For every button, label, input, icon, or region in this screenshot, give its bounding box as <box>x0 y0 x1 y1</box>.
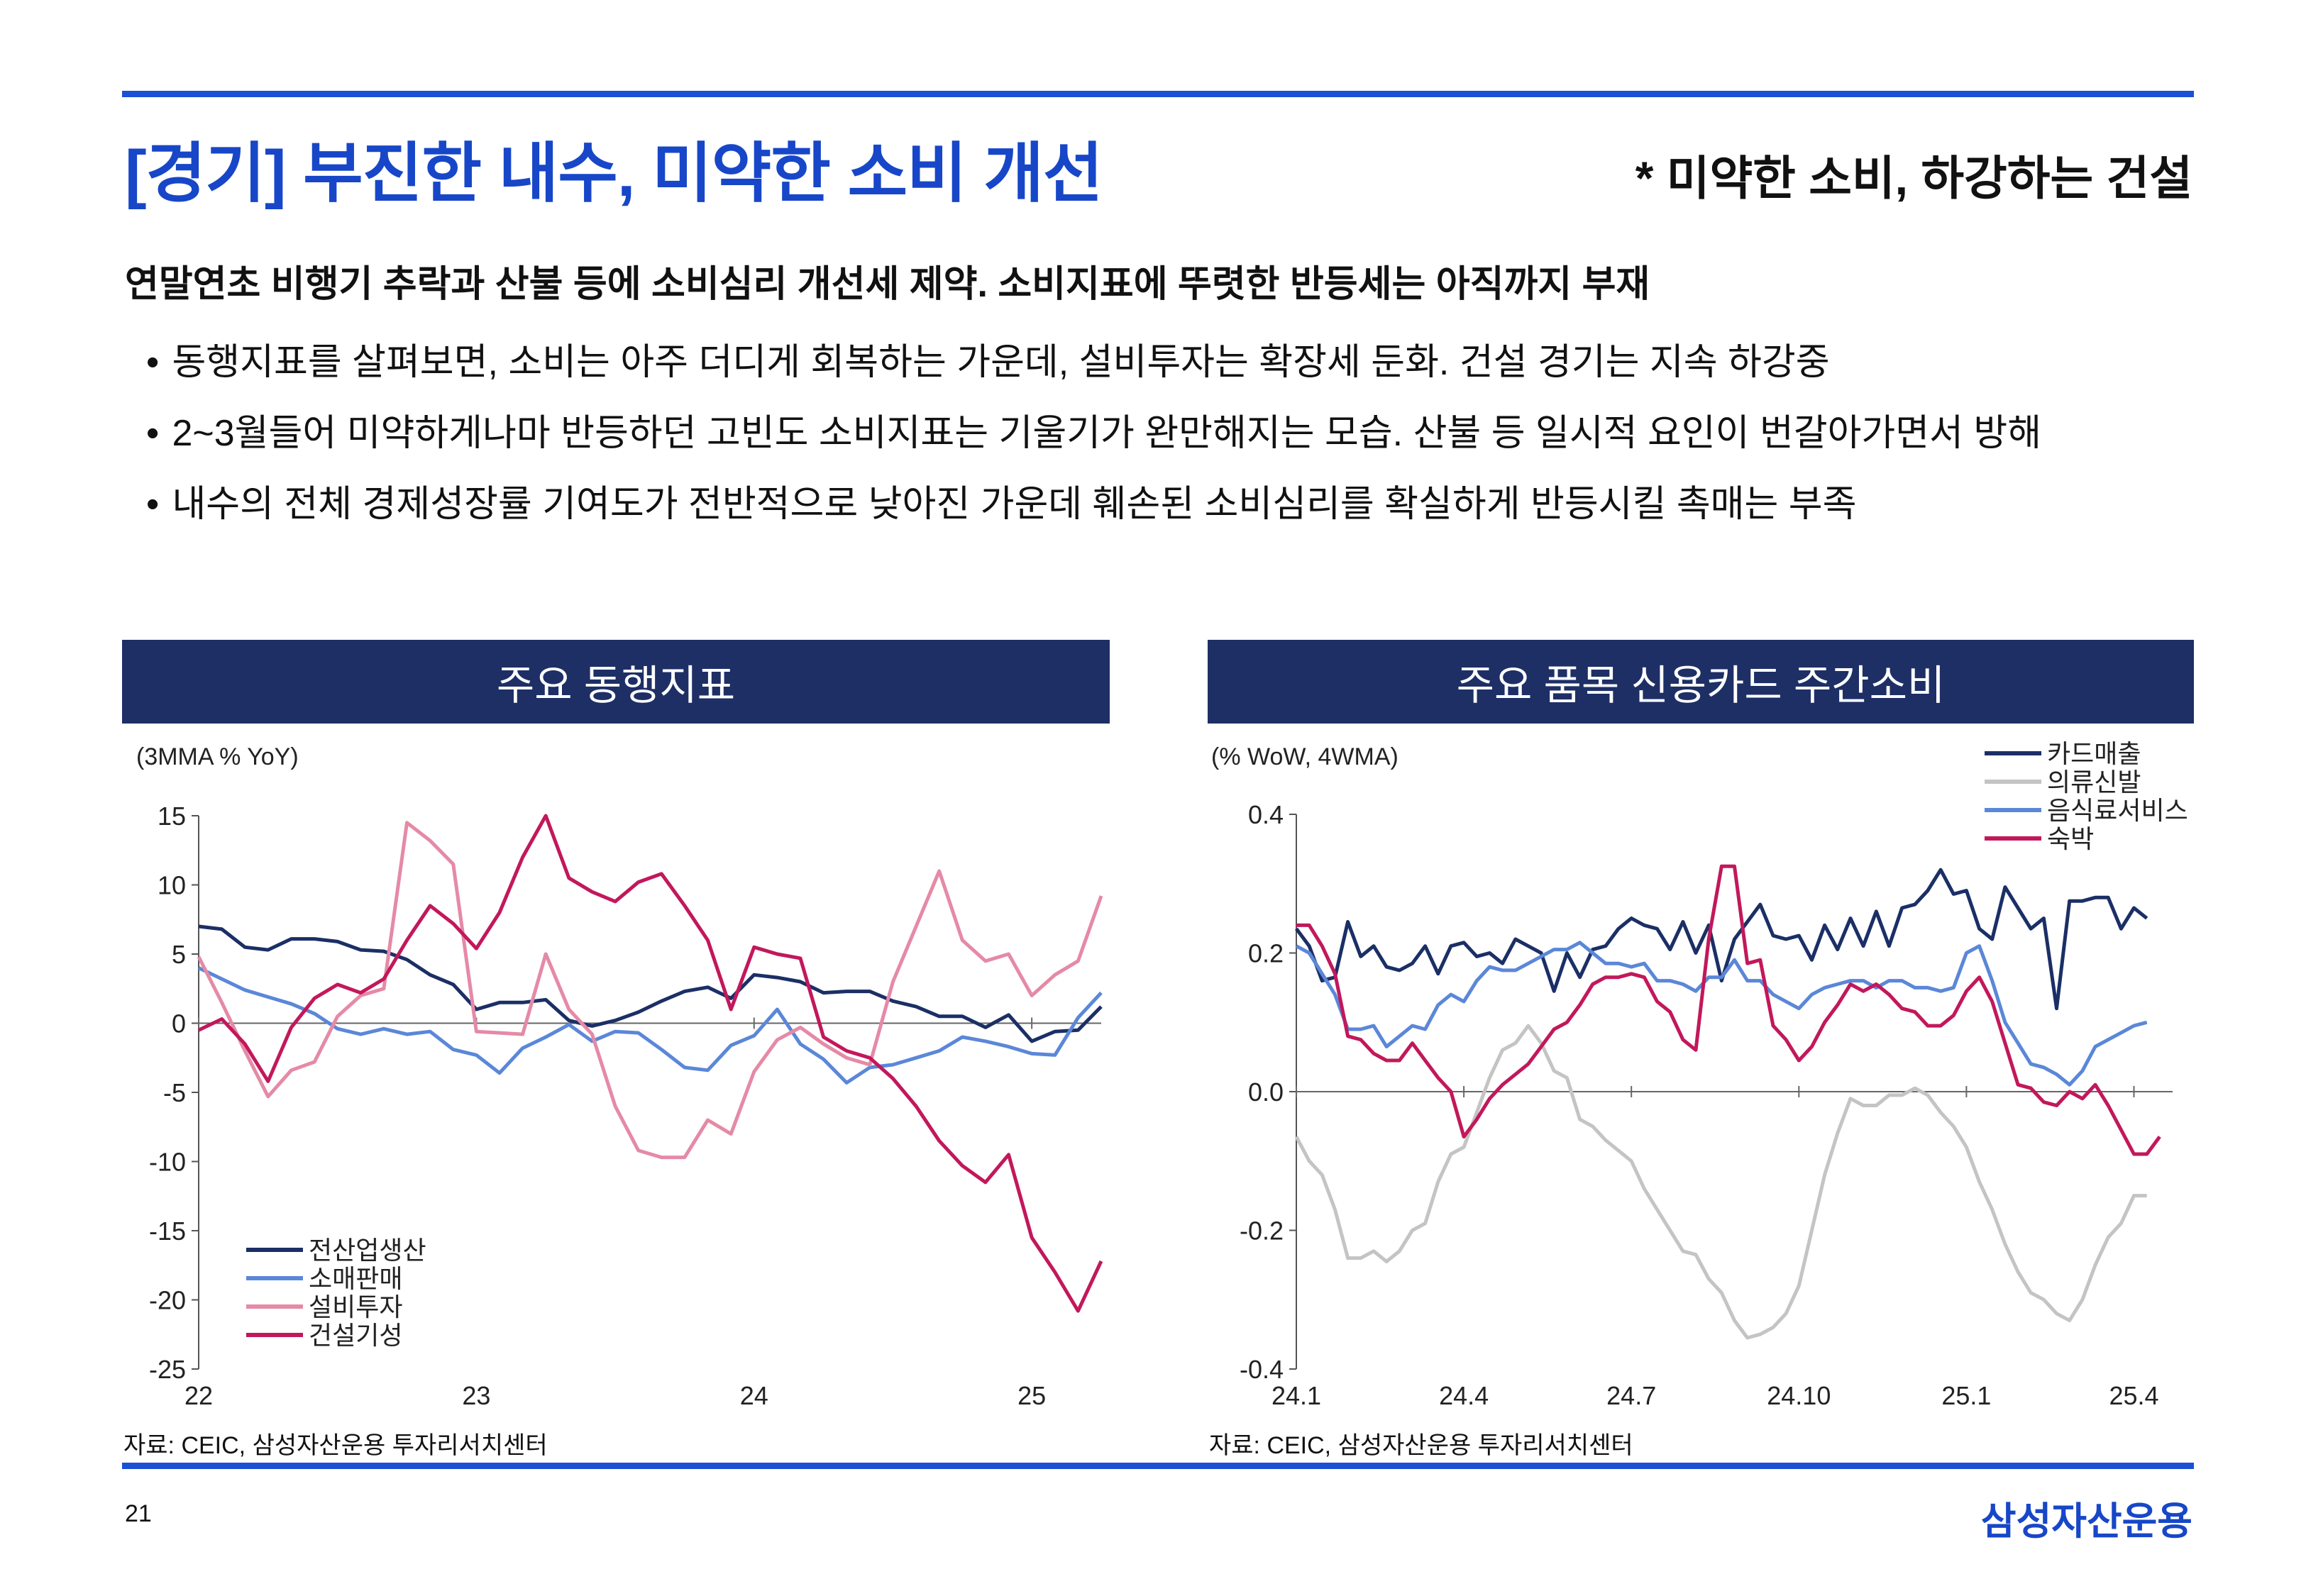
x-tick-label: 25.1 <box>1941 1381 1991 1410</box>
y-tick-label: 5 <box>172 940 186 969</box>
bottom-rule <box>122 1463 2194 1469</box>
page-subtitle: * 미약한 소비, 하강하는 건설 <box>1635 152 2192 204</box>
x-tick-label: 24.10 <box>1767 1381 1831 1410</box>
x-tick-label: 24 <box>740 1381 768 1410</box>
page-title: [경기] 부진한 내수, 미약한 소비 개선 <box>125 138 1103 210</box>
x-tick-label: 24.1 <box>1271 1381 1321 1410</box>
chart-right-source: 자료: CEIC, 삼성자산운용 투자리서치센터 <box>1209 1432 1633 1459</box>
x-tick-label: 25 <box>1017 1381 1046 1410</box>
x-tick-label: 22 <box>184 1381 213 1410</box>
legend-label: 건설기성 <box>309 1321 402 1350</box>
y-tick-label: -0.4 <box>1240 1355 1284 1384</box>
series-line-2 <box>197 966 1103 1085</box>
chart-left-title: 주요 동행지표 <box>122 640 1110 724</box>
y-tick-label: -20 <box>149 1286 186 1315</box>
brand-logo: 삼성자산운용 <box>1980 1500 2192 1543</box>
top-rule <box>122 91 2194 97</box>
x-tick-label: 24.4 <box>1439 1381 1489 1410</box>
x-tick-label: 24.7 <box>1606 1381 1656 1410</box>
y-tick-label: -5 <box>163 1078 186 1107</box>
legend-label: 카드매출 <box>2047 739 2141 768</box>
y-tick-label: 0 <box>172 1009 186 1038</box>
y-tick-label: 0.4 <box>1248 800 1284 829</box>
chart-right-title: 주요 품목 신용카드 주간소비 <box>1208 640 2194 724</box>
y-tick-label: 0.2 <box>1248 939 1284 968</box>
summary-headline: 연말연초 비행기 추락과 산불 등에 소비심리 개선세 제약. 소비지표에 뚜렷… <box>125 264 1650 305</box>
series-line-4 <box>197 814 1103 1313</box>
x-tick-label: 25.4 <box>2109 1381 2158 1410</box>
chart-left-source: 자료: CEIC, 삼성자산운용 투자리서치센터 <box>123 1432 548 1459</box>
series-line-2 <box>1294 1024 2147 1340</box>
y-tick-label: -25 <box>149 1355 186 1384</box>
legend-label: 음식료서비스 <box>2047 796 2188 825</box>
legend-label: 소매판매 <box>309 1264 402 1293</box>
bullet-item: • 내수의 전체 경제성장률 기여도가 전반적으로 낮아진 가운데 훼손된 소비… <box>146 484 1857 525</box>
series-line-1 <box>1294 868 2148 1011</box>
y-tick-label: -0.2 <box>1240 1217 1284 1246</box>
page-number: 21 <box>125 1500 152 1527</box>
bullet-item: • 2~3월들어 미약하게나마 반등하던 고빈도 소비지표는 기울기가 완만해지… <box>146 413 2042 454</box>
legend-label: 설비투자 <box>309 1292 402 1321</box>
y-tick-label: 10 <box>158 871 186 900</box>
legend-label: 숙박 <box>2047 824 2094 853</box>
series-line-4 <box>1296 864 2161 1156</box>
chart-right: (% WoW, 4WMA) 0.4 0.2 0.0 -0.2 -0.424.1 24.4 24… <box>1211 739 2188 1410</box>
legend-label: 전산업생산 <box>309 1236 426 1265</box>
unit-label: (3MMA % YoY) <box>136 743 299 770</box>
y-tick-label: -10 <box>149 1148 186 1177</box>
series-line-3 <box>1295 941 2148 1087</box>
series-line-1 <box>198 924 1103 1043</box>
legend-label: 의류신발 <box>2047 767 2141 797</box>
bullet-item: • 동행지표를 살펴보면, 소비는 아주 더디게 회복하는 가운데, 설비투자는… <box>146 342 1830 383</box>
y-tick-label: 15 <box>158 802 186 831</box>
y-tick-label: 0.0 <box>1248 1077 1284 1107</box>
y-tick-label: -15 <box>149 1217 186 1246</box>
x-tick-label: 23 <box>462 1381 490 1410</box>
series-line-3 <box>197 821 1103 1160</box>
unit-label: (% WoW, 4WMA) <box>1211 743 1399 770</box>
